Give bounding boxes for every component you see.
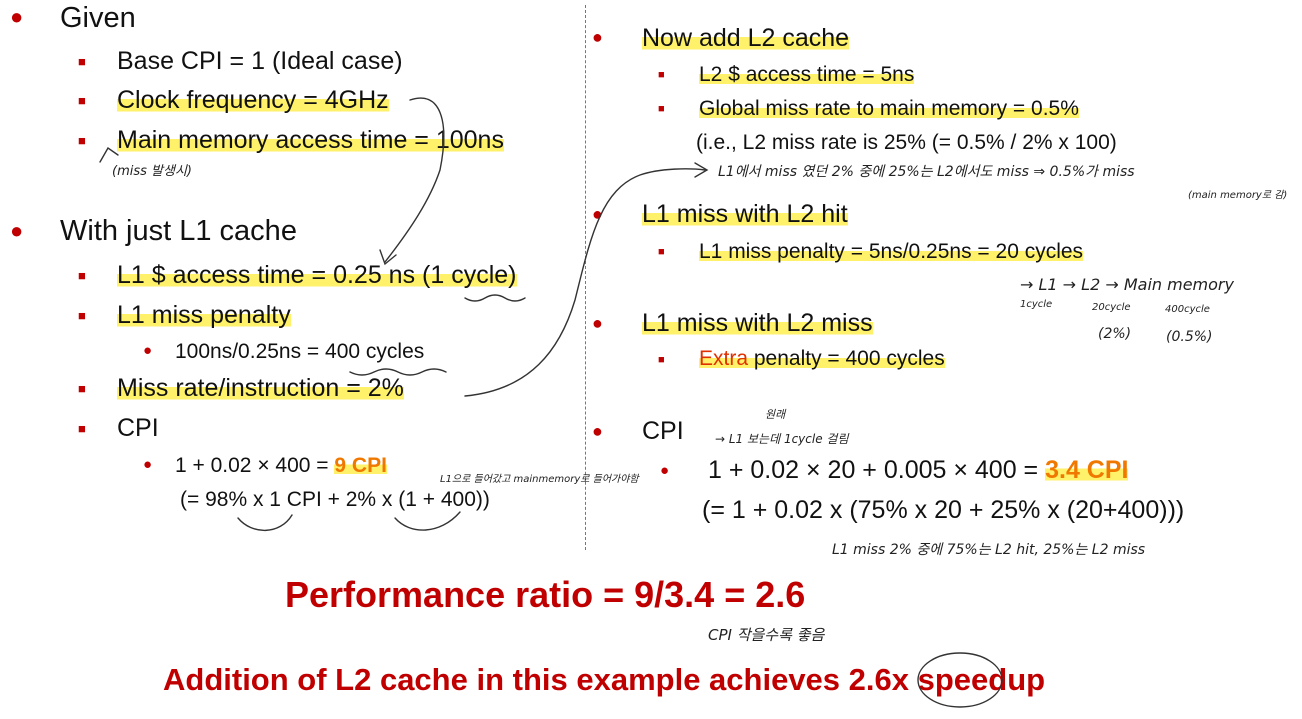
bullet-square: ■ <box>78 93 86 108</box>
squiggle-cycle <box>464 294 526 302</box>
l2-heading: Now add L2 cache <box>642 24 850 53</box>
column-divider <box>585 5 586 550</box>
bullet-dot-small: ● <box>143 456 153 473</box>
conclusion-post: speedup <box>909 662 1046 697</box>
given-heading: Given <box>60 2 136 34</box>
cpi-right-breakdown: (= 1 + 0.02 x (75% x 20 + 25% x (20+400)… <box>702 496 1185 524</box>
performance-ratio: Performance ratio = 9/3.4 = 2.6 <box>285 574 806 615</box>
l1-cycle-note: 1cycle <box>1020 299 1053 310</box>
arrowhead <box>694 162 709 178</box>
arc-2 <box>394 511 461 531</box>
l1-penalty-item: L1 miss penalty <box>117 301 291 330</box>
base-cpi-item: Base CPI = 1 (Ideal case) <box>117 47 403 75</box>
cpi-note: L1으로 들어갔고 mainmemory로 들어가야함 <box>440 474 639 485</box>
bullet-square: ■ <box>78 381 86 396</box>
mem-cycle-note: 400cycle <box>1165 304 1210 315</box>
l2-access-item: L2 $ access time = 5ns <box>699 63 915 87</box>
cpi-right-value: 3.4 CPI <box>1045 456 1129 484</box>
conclusion-pre: Addition of L2 cache in this example ach… <box>163 662 849 697</box>
l1-penalty-calc: 100ns/0.25ns = 400 cycles <box>175 340 425 363</box>
bullet-dot: ● <box>592 204 603 224</box>
hierarchy-chain: → L1 → L2 → Main memory <box>1020 275 1234 294</box>
miss-rate-item: Miss rate/instruction = 2% <box>117 374 404 403</box>
cpi-value: 9 CPI <box>334 454 387 477</box>
l1-access-item: L1 $ access time = 0.25 ns (1 cycle) <box>117 261 517 290</box>
bullet-dot: ● <box>592 313 603 333</box>
bullet-square: ■ <box>658 103 665 115</box>
bullet-dot: ● <box>10 4 24 29</box>
l2-hit-heading: L1 miss with L2 hit <box>642 200 848 229</box>
miss-note: (miss 발생시) <box>112 164 192 179</box>
bullet-square: ■ <box>78 54 86 69</box>
arrow-clock-to-l1 <box>384 97 445 263</box>
bullet-square: ■ <box>658 354 665 366</box>
cpi-breakdown: (= 98% x 1 CPI + 2% x (1 + 400)) <box>180 488 490 511</box>
mem-percent-note: (0.5%) <box>1166 329 1213 345</box>
bullet-square: ■ <box>658 69 665 81</box>
bullet-square: ■ <box>658 246 665 258</box>
bullet-dot: ● <box>592 27 603 47</box>
bullet-dot: ● <box>592 421 603 441</box>
cpi-note-top: 원래 <box>765 408 786 421</box>
extra-word: Extra <box>699 347 749 370</box>
cpi-expression-text: 1 + 0.02 × 400 = <box>175 454 335 477</box>
l2-note-main: (main memory로 감) <box>1188 190 1288 201</box>
cpi-right-label: CPI <box>642 417 684 445</box>
l2-cycle-note: 20cycle <box>1092 302 1131 313</box>
bullet-dot: ● <box>10 218 24 243</box>
extra-penalty-text: penalty = 400 cycles <box>748 347 945 370</box>
global-miss-item: Global miss rate to main memory = 0.5% <box>699 97 1079 121</box>
cpi-note: → L1 보는데 1cycle 걸림 <box>715 432 849 446</box>
bullet-square: ■ <box>78 268 86 283</box>
extra-penalty-item: Extra penalty = 400 cycles <box>699 347 945 371</box>
bullet-dot-small: ● <box>143 342 153 359</box>
cpi-expression: 1 + 0.02 × 400 = 9 CPI <box>175 454 387 478</box>
l2-percent-note: (2%) <box>1098 326 1132 342</box>
bullet-square: ■ <box>78 133 86 148</box>
l2-note: L1에서 miss 였던 2% 중에 25%는 L2에서도 miss ⇒ 0.5… <box>718 164 1135 180</box>
bullet-dot-small: ● <box>660 462 670 479</box>
cpi-bottom-note: L1 miss 2% 중에 75%는 L2 hit, 25%는 L2 miss <box>832 542 1146 558</box>
cpi-right-expression-text: 1 + 0.02 × 20 + 0.005 × 400 = <box>708 456 1046 484</box>
bullet-square: ■ <box>78 308 86 323</box>
memory-access-item: Main memory access time = 100ns <box>117 126 504 155</box>
local-miss-text: (i.e., L2 miss rate is 25% (= 0.5% / 2% … <box>696 131 1117 154</box>
clock-frequency-item: Clock frequency = 4GHz <box>117 86 389 115</box>
l2-miss-heading: L1 miss with L2 miss <box>642 309 873 338</box>
cpi-right-expression: 1 + 0.02 × 20 + 0.005 × 400 = 3.4 CPI <box>708 456 1129 485</box>
l2-hit-penalty: L1 miss penalty = 5ns/0.25ns = 20 cycles <box>699 240 1084 264</box>
bullet-square: ■ <box>78 421 86 436</box>
ratio-note: CPI 작을수록 좋음 <box>708 626 825 644</box>
arc-98 <box>237 514 293 532</box>
l1-only-heading: With just L1 cache <box>60 215 297 247</box>
conclusion-value: 2.6x <box>848 662 909 697</box>
conclusion: Addition of L2 cache in this example ach… <box>163 662 1045 698</box>
cpi-label: CPI <box>117 414 159 442</box>
